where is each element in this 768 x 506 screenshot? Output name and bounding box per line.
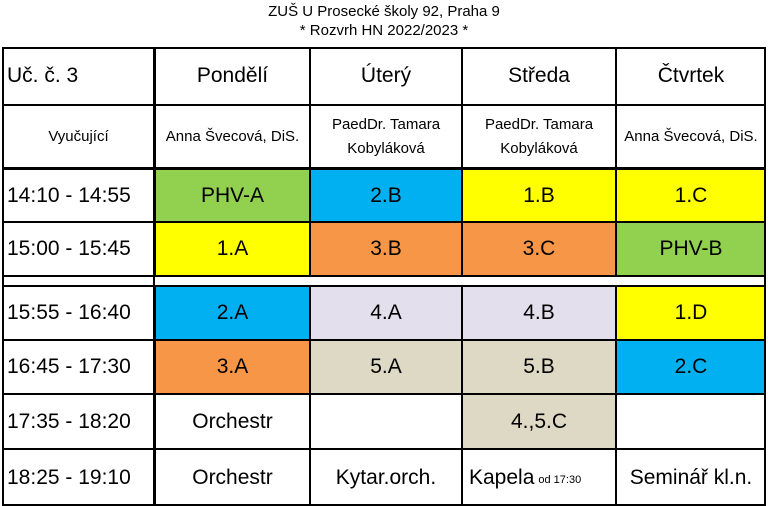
time-slot: 14:10 - 14:55 xyxy=(2,169,155,222)
schedule-table: Uč. č. 3 Pondělí Úterý Středa Čtvrtek Vy… xyxy=(2,47,766,506)
lesson-cell: 1.B xyxy=(462,169,616,222)
lesson-cell: 1.A xyxy=(155,222,310,276)
day-header: Úterý xyxy=(310,47,462,105)
time-slot: 17:35 - 18:20 xyxy=(2,394,155,449)
lesson-cell: 3.B xyxy=(310,222,462,276)
lesson-cell: Orchestr xyxy=(155,449,310,506)
day-header: Čtvrtek xyxy=(616,47,766,105)
lesson-cell: Orchestr xyxy=(155,394,310,449)
lesson-cell: PHV-B xyxy=(616,222,766,276)
lesson-cell: 3.A xyxy=(155,340,310,394)
lesson-cell: 5.A xyxy=(310,340,462,394)
lesson-cell: Seminář kl.n. xyxy=(616,449,766,506)
lesson-cell: 2.B xyxy=(310,169,462,222)
lesson-cell: PHV-A xyxy=(155,169,310,222)
lesson-cell: 1.D xyxy=(616,286,766,340)
room-label: Uč. č. 3 xyxy=(2,47,155,105)
lesson-cell: 4.,5.C xyxy=(462,394,616,449)
time-slot: 15:55 - 16:40 xyxy=(2,286,155,340)
lesson-cell: Kytar.orch. xyxy=(310,449,462,506)
lesson-cell xyxy=(616,394,766,449)
time-slot: 15:00 - 15:45 xyxy=(2,222,155,276)
teacher-name: Anna Švecová, DiS. xyxy=(616,105,766,169)
teacher-name: PaedDr. Tamara Kobyláková xyxy=(310,105,462,169)
break-separator xyxy=(2,276,766,286)
lesson-cell: Kapela od 17:30 xyxy=(462,449,616,506)
lesson-cell: 5.B xyxy=(462,340,616,394)
teacher-name: Anna Švecová, DiS. xyxy=(155,105,310,169)
time-slot: 18:25 - 19:10 xyxy=(2,449,155,506)
lesson-cell: 1.C xyxy=(616,169,766,222)
lesson-cell: 3.C xyxy=(462,222,616,276)
lesson-cell: 4.A xyxy=(310,286,462,340)
school-title: ZUŠ U Prosecké školy 92, Praha 9 xyxy=(268,3,500,20)
teacher-name: PaedDr. Tamara Kobyláková xyxy=(462,105,616,169)
lesson-cell: 2.A xyxy=(155,286,310,340)
time-note: od 17:30 xyxy=(538,473,582,486)
lesson-text: Kapela xyxy=(469,465,535,489)
time-slot: 16:45 - 17:30 xyxy=(2,340,155,394)
lesson-cell: 2.C xyxy=(616,340,766,394)
lesson-cell xyxy=(310,394,462,449)
day-header: Pondělí xyxy=(155,47,310,105)
schedule-subtitle: * Rozvrh HN 2022/2023 * xyxy=(299,22,469,39)
day-header: Středa xyxy=(462,47,616,105)
teacher-label: Vyučující xyxy=(2,105,155,169)
lesson-cell: 4.B xyxy=(462,286,616,340)
